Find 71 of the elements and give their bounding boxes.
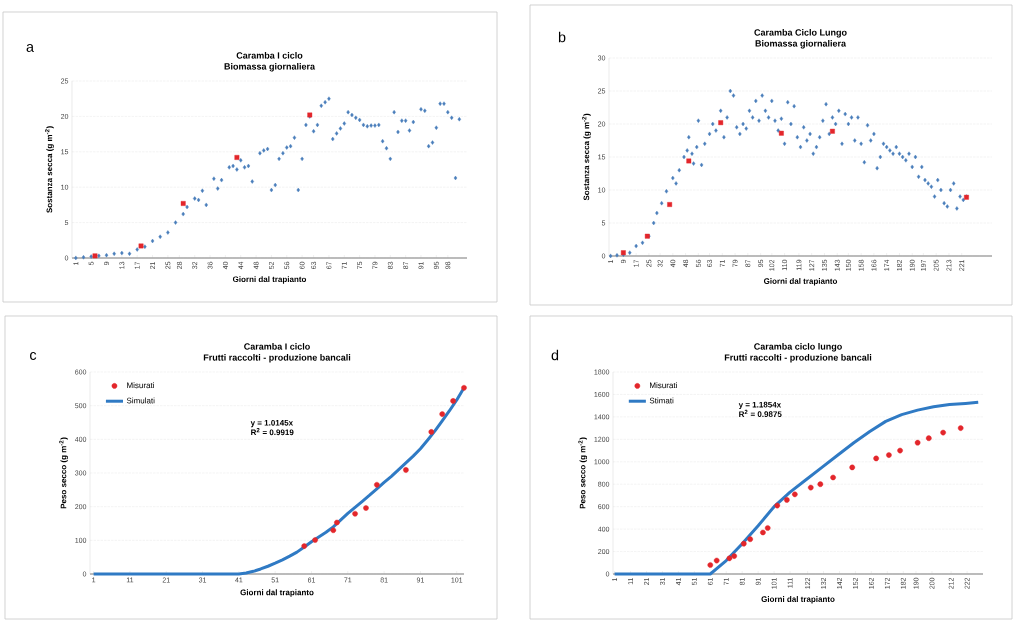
chart-subtitle: Biomassa giornaliera bbox=[224, 63, 316, 72]
point bbox=[352, 510, 358, 517]
point bbox=[92, 253, 98, 259]
point bbox=[667, 202, 673, 207]
chart-title: Caramba I ciclo bbox=[236, 52, 303, 59]
chart-subtitle: Frutti raccolti - produzione bancali bbox=[203, 354, 351, 363]
y-axis-title: Sostanza secca (g m$^{-2}$) bbox=[45, 126, 54, 213]
point bbox=[707, 562, 714, 568]
x-axis-title: Giorni dal trapianto bbox=[761, 596, 835, 604]
text: a bbox=[26, 44, 35, 52]
point bbox=[760, 529, 766, 536]
point bbox=[686, 158, 692, 164]
point bbox=[461, 385, 467, 391]
annotation: R$^{2}$ = 0.9875 bbox=[739, 409, 782, 417]
point bbox=[957, 425, 964, 431]
chart-title: Caramba I ciclo bbox=[244, 343, 310, 350]
chart-title: Caramba ciclo lungo bbox=[754, 343, 842, 352]
point bbox=[897, 447, 903, 454]
point bbox=[428, 429, 435, 435]
text: d bbox=[551, 349, 559, 361]
point bbox=[940, 429, 946, 436]
y-axis-title: Sostanza secca (g m$^{-2}$) bbox=[582, 113, 591, 201]
point bbox=[439, 411, 446, 417]
point bbox=[925, 435, 932, 442]
annotation: R$^{2}$ = 0.9919 bbox=[251, 428, 294, 436]
point bbox=[740, 540, 747, 547]
y-axis-title: Peso secco (g m$^{-2}$) bbox=[59, 437, 68, 509]
point bbox=[784, 497, 790, 503]
x-axis-title: Giorni dal trapianto bbox=[232, 276, 307, 284]
point bbox=[334, 519, 340, 526]
point bbox=[886, 452, 892, 458]
chart-subtitle: Biomassa giornaliera bbox=[755, 40, 847, 49]
x-axis-title: Giorni dal trapianto bbox=[763, 278, 838, 286]
point bbox=[363, 505, 369, 511]
legend-label: Misurati bbox=[650, 382, 677, 389]
point bbox=[747, 536, 753, 543]
point bbox=[792, 491, 798, 498]
point bbox=[914, 439, 921, 446]
point bbox=[726, 555, 733, 562]
point bbox=[764, 525, 771, 531]
point bbox=[774, 502, 781, 509]
point bbox=[138, 243, 144, 249]
text: c bbox=[30, 352, 37, 360]
legend-label: Simulati bbox=[126, 397, 155, 404]
x-axis-title: Giorni dal trapianto bbox=[240, 589, 314, 597]
point bbox=[330, 527, 337, 534]
point bbox=[180, 201, 186, 206]
point bbox=[849, 464, 856, 471]
point bbox=[403, 467, 409, 473]
point bbox=[374, 481, 380, 488]
y-axis-title: Peso secco (g m$^{-2}$) bbox=[578, 437, 588, 509]
point bbox=[312, 537, 318, 543]
text: b bbox=[558, 31, 566, 43]
annotation: y = 1.1854x bbox=[738, 401, 782, 410]
point bbox=[778, 130, 784, 136]
legend-label: Misurati bbox=[127, 382, 154, 389]
chart-title: Caramba Ciclo Lungo bbox=[754, 29, 847, 38]
point bbox=[301, 543, 308, 549]
point bbox=[830, 128, 835, 134]
point bbox=[731, 553, 738, 559]
point bbox=[807, 484, 814, 491]
point bbox=[450, 398, 456, 404]
point bbox=[873, 455, 879, 462]
point bbox=[234, 155, 240, 160]
point bbox=[817, 481, 824, 488]
point bbox=[713, 557, 720, 564]
chart-subtitle: Frutti raccolti - produzione bancali bbox=[724, 354, 872, 363]
point bbox=[718, 120, 724, 126]
legend-label: Stimati bbox=[649, 397, 674, 404]
point bbox=[830, 474, 836, 481]
annotation: y = 1.0145x bbox=[250, 419, 294, 428]
